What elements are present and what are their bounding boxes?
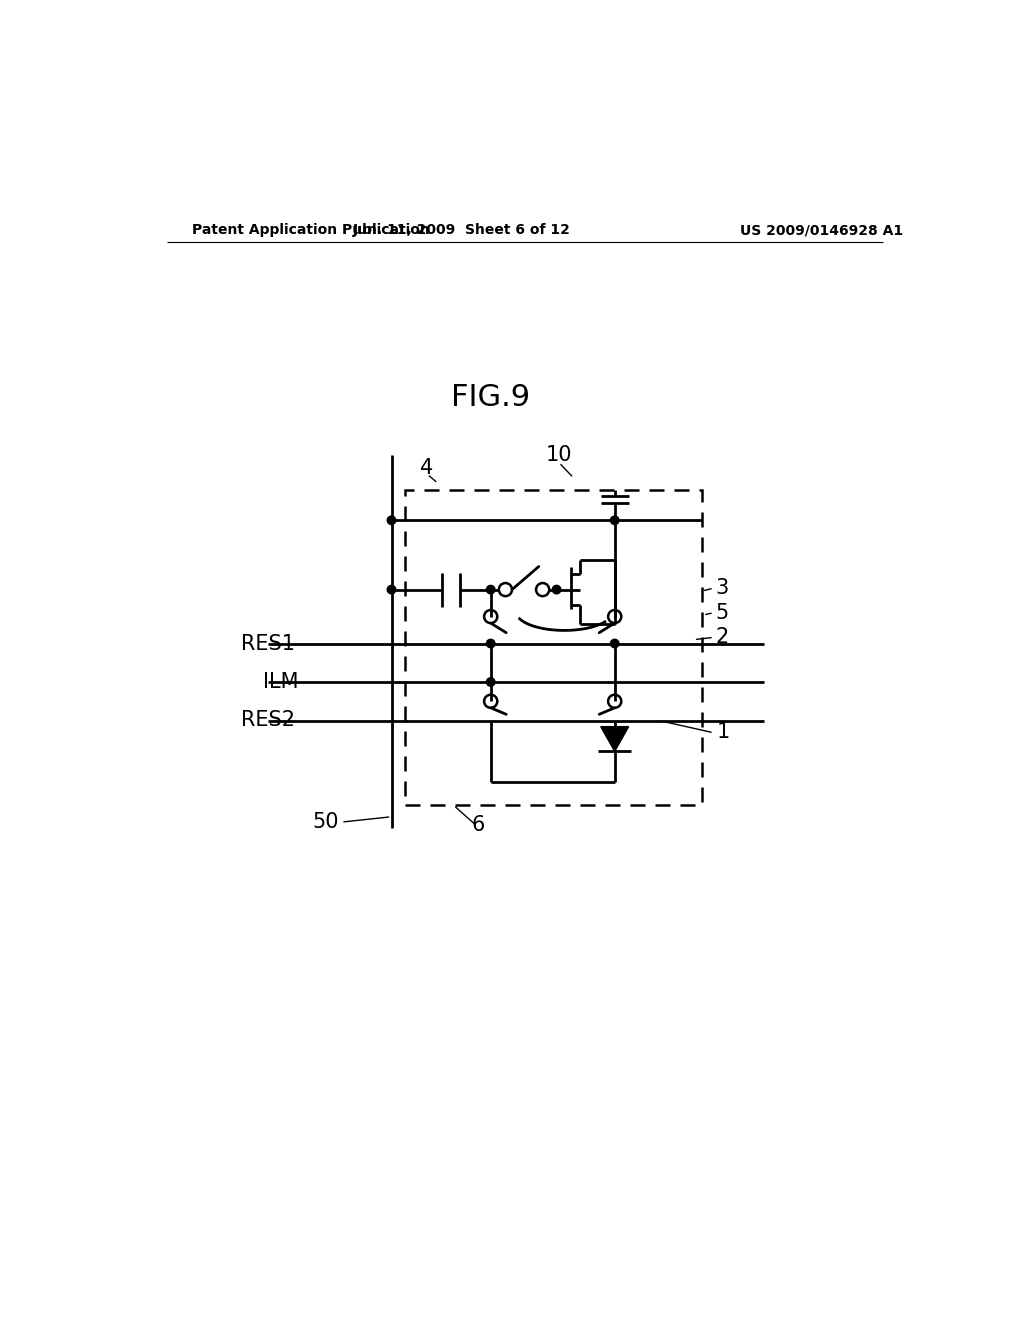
Text: 50: 50: [312, 812, 339, 832]
Circle shape: [610, 516, 618, 524]
Polygon shape: [601, 726, 629, 751]
Text: 5: 5: [716, 603, 729, 623]
Text: 10: 10: [546, 445, 572, 465]
Text: Jun. 11, 2009  Sheet 6 of 12: Jun. 11, 2009 Sheet 6 of 12: [352, 223, 570, 238]
Text: US 2009/0146928 A1: US 2009/0146928 A1: [740, 223, 903, 238]
Circle shape: [552, 585, 561, 594]
Circle shape: [387, 585, 395, 594]
Text: Patent Application Publication: Patent Application Publication: [191, 223, 429, 238]
Text: 4: 4: [420, 458, 433, 478]
Circle shape: [387, 516, 395, 524]
Bar: [406, 490, 701, 805]
Circle shape: [486, 639, 495, 648]
Text: 2: 2: [716, 627, 729, 647]
Circle shape: [610, 639, 618, 648]
Text: RES1: RES1: [241, 634, 295, 653]
Text: RES2: RES2: [241, 710, 295, 730]
Text: FIG.9: FIG.9: [452, 383, 530, 412]
Text: 3: 3: [716, 578, 729, 598]
Circle shape: [486, 677, 495, 686]
Circle shape: [486, 585, 495, 594]
Text: 1: 1: [717, 722, 730, 742]
Text: ILM: ILM: [263, 672, 299, 692]
Text: 6: 6: [472, 816, 485, 836]
